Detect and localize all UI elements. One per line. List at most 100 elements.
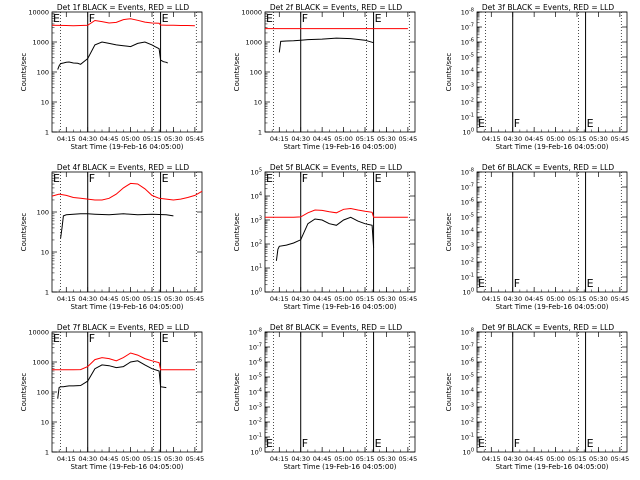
flag-e: E [478, 277, 485, 290]
y-tick-label: 10-4 [461, 388, 474, 397]
y-axis-label: Counts/sec [233, 213, 241, 252]
x-tick-label: 04:15 [270, 455, 289, 463]
x-tick-label: 04:45 [313, 135, 332, 143]
y-tick-label: 10-1 [461, 433, 474, 442]
y-tick-label: 10-6 [461, 358, 474, 367]
panel-title: Det 9f BLACK = Events, RED = LLD [482, 323, 615, 332]
y-tick-label: 1000 [32, 359, 49, 367]
panel-title: Det 8f BLACK = Events, RED = LLD [270, 323, 403, 332]
events-series-line [278, 37, 374, 53]
flag-e: E [266, 12, 273, 25]
y-axis-label: Counts/sec [445, 53, 453, 92]
x-tick-label: 05:30 [377, 295, 396, 303]
y-tick-label: 10-6 [461, 198, 474, 207]
lld-series-line [52, 352, 195, 371]
y-tick-label: 100 [37, 389, 49, 397]
x-tick-label: 05:45 [610, 135, 629, 143]
y-tick-label: 10-5 [461, 373, 474, 382]
x-tick-label: 04:45 [525, 135, 544, 143]
x-tick-label: 05:00 [546, 295, 565, 303]
y-tick-label: 103 [251, 216, 262, 225]
panel-det-6: Det 6f BLACK = Events, RED = LLD 100 10-1 1… [445, 163, 629, 311]
y-tick-label: 100 [37, 69, 49, 77]
x-tick-label: 05:00 [121, 455, 140, 463]
x-tick-label: 04:30 [503, 135, 522, 143]
flag-e: E [478, 437, 485, 450]
panel-title: Det 7f BLACK = Events, RED = LLD [57, 323, 190, 332]
x-tick-label: 05:00 [546, 455, 565, 463]
y-tick-label: 100 [251, 288, 262, 297]
y-tick-label: 10-1 [249, 433, 262, 442]
x-tick-label: 05:15 [356, 455, 375, 463]
y-tick-label: 10-3 [461, 243, 474, 252]
x-tick-label: 05:15 [143, 135, 162, 143]
y-tick-label: 1000 [245, 39, 262, 47]
x-tick-label: 05:30 [164, 135, 183, 143]
x-tick-label: 04:45 [525, 455, 544, 463]
panel-det-4: Det 4f BLACK = Events, RED = LLD 1 10 100 Co… [20, 163, 204, 311]
panel-title: Det 2f BLACK = Events, RED = LLD [270, 3, 403, 12]
panel-title: Det 5f BLACK = Events, RED = LLD [270, 163, 403, 172]
y-axis-label: Counts/sec [233, 373, 241, 412]
x-tick-label: 05:45 [185, 455, 204, 463]
y-axis-label: Counts/sec [445, 373, 453, 412]
y-tick-label: 10-8 [461, 168, 474, 177]
panel-det-8: Det 8f BLACK = Events, RED = LLD 100 10-1 1… [233, 323, 417, 471]
plot-frame [264, 171, 416, 293]
y-tick-label: 10-3 [461, 83, 474, 92]
y-tick-label: 100 [250, 69, 262, 77]
flag-e: E [587, 277, 594, 290]
x-tick-label: 05:45 [398, 455, 417, 463]
x-tick-label: 05:15 [356, 135, 375, 143]
x-tick-label: 04:30 [503, 455, 522, 463]
x-tick-label: 05:00 [546, 135, 565, 143]
flag-e: E [266, 437, 273, 450]
x-tick-label: 04:30 [291, 135, 310, 143]
y-tick-label: 10-5 [461, 53, 474, 62]
events-series-line [275, 216, 375, 261]
panel-det-9: Det 9f BLACK = Events, RED = LLD 100 10-1 1… [445, 323, 629, 471]
panel-title: Det 1f BLACK = Events, RED = LLD [57, 3, 190, 12]
x-tick-label: 05:30 [164, 455, 183, 463]
events-series-line [57, 360, 167, 399]
flag-e: E [162, 332, 169, 345]
y-tick-label: 1 [258, 129, 262, 137]
x-tick-label: 04:45 [313, 455, 332, 463]
x-tick-label: 05:30 [589, 295, 608, 303]
lld-series-line [51, 182, 203, 201]
y-tick-label: 10000 [28, 9, 49, 17]
y-tick-label: 10-1 [461, 273, 474, 282]
y-tick-label: 101 [251, 264, 262, 273]
y-tick-label: 10-2 [461, 418, 474, 427]
plot-frame [51, 171, 203, 293]
flag-e: E [53, 172, 60, 185]
x-tick-label: 05:00 [334, 295, 353, 303]
y-tick-label: 10-7 [461, 183, 474, 192]
y-tick-label: 10-2 [461, 98, 474, 107]
y-tick-label: 10-6 [249, 358, 262, 367]
y-tick-label: 10-8 [461, 8, 474, 17]
lld-series-line [51, 18, 195, 27]
events-series-line [60, 213, 174, 239]
x-tick-label: 05:00 [121, 295, 140, 303]
plot-frame [51, 331, 203, 453]
flag-e: E [478, 117, 485, 130]
y-tick-label: 10 [41, 99, 49, 107]
y-tick-label: 10-2 [461, 258, 474, 267]
x-axis-label: Start Time (19-Feb-16 04:05:00) [70, 303, 183, 311]
y-tick-label: 1 [45, 129, 49, 137]
y-tick-label: 10-3 [249, 403, 262, 412]
flag-e: E [53, 332, 60, 345]
y-tick-label: 10 [41, 249, 49, 257]
x-tick-label: 05:45 [610, 295, 629, 303]
x-tick-label: 04:45 [100, 455, 119, 463]
y-tick-label: 1 [45, 449, 49, 457]
x-axis-label: Start Time (19-Feb-16 04:05:00) [495, 463, 608, 471]
x-axis-label: Start Time (19-Feb-16 04:05:00) [283, 463, 396, 471]
x-tick-label: 05:15 [356, 295, 375, 303]
y-tick-label: 10-1 [461, 113, 474, 122]
x-axis-label: Start Time (19-Feb-16 04:05:00) [495, 303, 608, 311]
x-tick-label: 05:30 [589, 455, 608, 463]
y-axis-label: Counts/sec [445, 213, 453, 252]
plot-frame [51, 11, 203, 133]
